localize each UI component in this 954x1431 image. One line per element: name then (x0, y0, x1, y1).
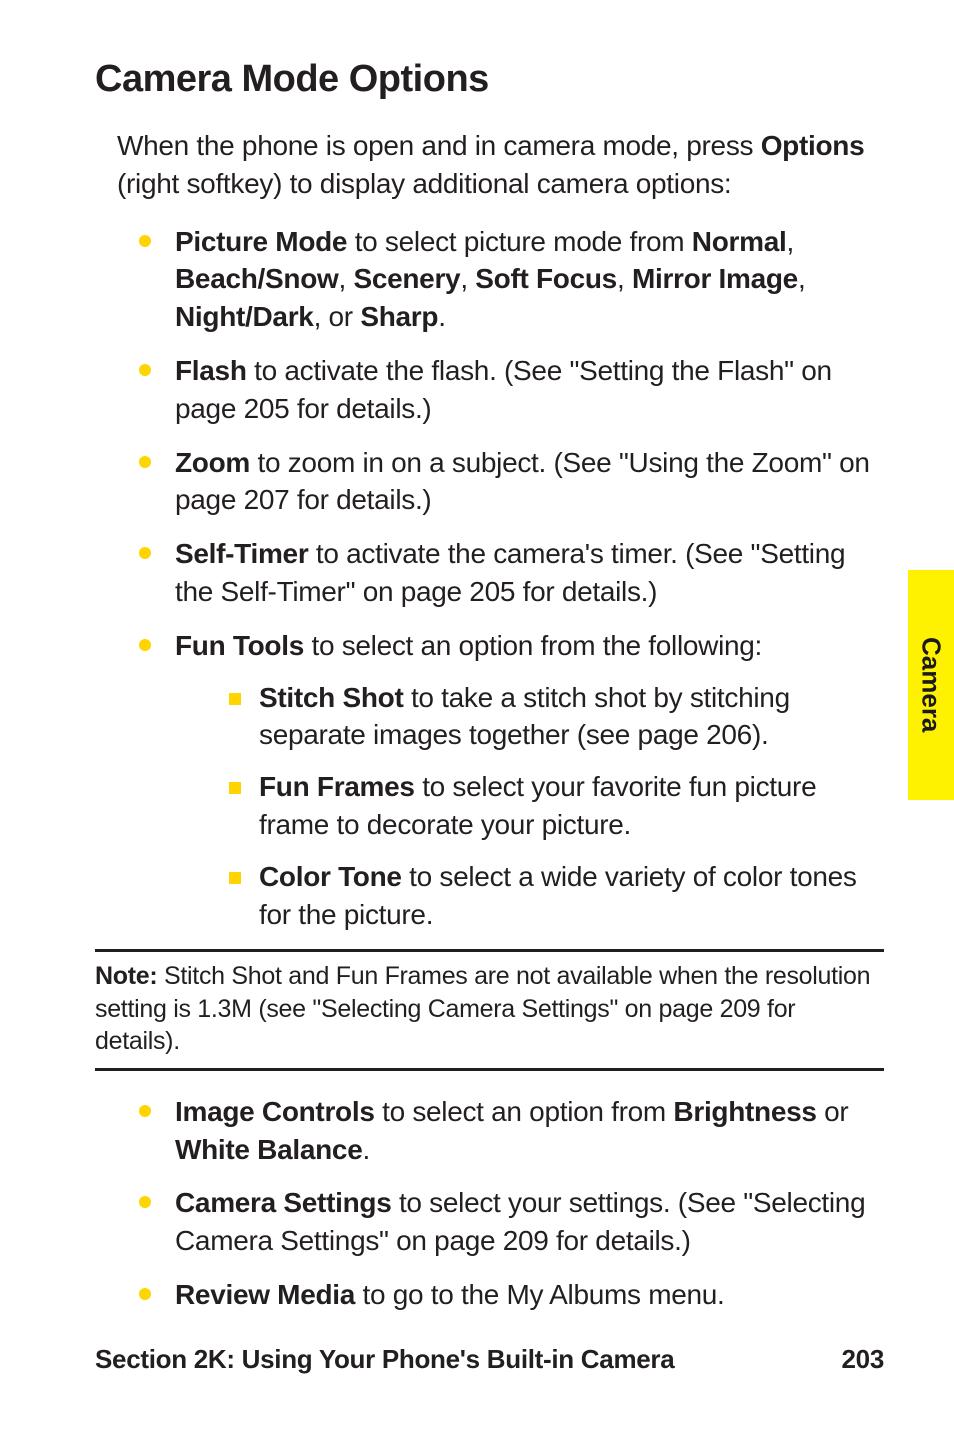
bold-term: Camera Settings (175, 1187, 391, 1218)
bold-term: Soft Focus (475, 263, 617, 294)
bold-term: Fun Tools (175, 630, 304, 661)
bold-term: Normal (692, 226, 787, 257)
text-run: or (817, 1096, 849, 1127)
footer-page-number: 203 (842, 1344, 884, 1375)
bold-term: Picture Mode (175, 226, 347, 257)
text-run: , (460, 263, 475, 294)
footer-section: Section 2K: Using Your Phone's Built-in … (95, 1344, 674, 1375)
text-run: to select an option from (375, 1096, 674, 1127)
page-footer: Section 2K: Using Your Phone's Built-in … (95, 1344, 884, 1375)
bold-term: Mirror Image (632, 263, 798, 294)
side-tab-label: Camera (916, 637, 947, 732)
page-heading: Camera Mode Options (95, 58, 884, 101)
options-list-after-note: Image Controls to select an option from … (139, 1093, 884, 1314)
sub-list-item: Stitch Shot to take a stitch shot by sti… (229, 679, 884, 755)
intro-pre: When the phone is open and in camera mod… (117, 130, 761, 161)
bold-term: Brightness (673, 1096, 816, 1127)
bold-term: White Balance (175, 1134, 362, 1165)
text-run: , or (314, 301, 361, 332)
bold-term: Color Tone (259, 861, 402, 892)
text-run: to go to the My Albums menu. (355, 1279, 725, 1310)
text-run: to activate the flash. (See "Setting the… (175, 355, 832, 424)
bold-term: Night/Dark (175, 301, 314, 332)
text-run: . (438, 301, 445, 332)
text-run: , (338, 263, 353, 294)
sub-list: Stitch Shot to take a stitch shot by sti… (229, 679, 884, 934)
text-run: , (617, 263, 632, 294)
note-label: Note: (95, 962, 157, 990)
text-run: . (362, 1134, 369, 1165)
list-item: Review Media to go to the My Albums menu… (139, 1276, 884, 1314)
bold-term: Stitch Shot (259, 682, 403, 713)
text-run: to select an option from the following: (304, 630, 762, 661)
list-item: Fun Tools to select an option from the f… (139, 627, 884, 934)
bold-term: Scenery (353, 263, 460, 294)
list-item: Picture Mode to select picture mode from… (139, 223, 884, 336)
list-item: Zoom to zoom in on a subject. (See "Usin… (139, 444, 884, 520)
bold-term: Fun Frames (259, 771, 415, 802)
intro-bold: Options (761, 130, 865, 161)
sub-list-item: Fun Frames to select your favorite fun p… (229, 768, 884, 844)
intro-post: (right softkey) to display additional ca… (117, 168, 731, 199)
list-item: Image Controls to select an option from … (139, 1093, 884, 1169)
text-run: , (786, 226, 793, 257)
options-list-before-note: Picture Mode to select picture mode from… (139, 223, 884, 934)
list-item: Flash to activate the flash. (See "Setti… (139, 352, 884, 428)
bold-term: Flash (175, 355, 247, 386)
list-item: Self-Timer to activate the camera's time… (139, 535, 884, 611)
manual-page: Camera Camera Mode Options When the phon… (0, 0, 954, 1431)
text-run: to zoom in on a subject. (See "Using the… (175, 447, 870, 516)
bold-term: Zoom (175, 447, 250, 478)
text-run: to select picture mode from (347, 226, 692, 257)
text-run: , (798, 263, 805, 294)
note-box: Note: Stitch Shot and Fun Frames are not… (95, 949, 884, 1071)
section-side-tab: Camera (908, 570, 954, 800)
bold-term: Self-Timer (175, 538, 308, 569)
bold-term: Image Controls (175, 1096, 375, 1127)
note-text: Stitch Shot and Fun Frames are not avail… (95, 962, 870, 1055)
bold-term: Beach/Snow (175, 263, 338, 294)
bold-term: Sharp (360, 301, 438, 332)
sub-list-item: Color Tone to select a wide variety of c… (229, 858, 884, 934)
bold-term: Review Media (175, 1279, 355, 1310)
intro-paragraph: When the phone is open and in camera mod… (117, 127, 884, 203)
list-item: Camera Settings to select your settings.… (139, 1184, 884, 1260)
